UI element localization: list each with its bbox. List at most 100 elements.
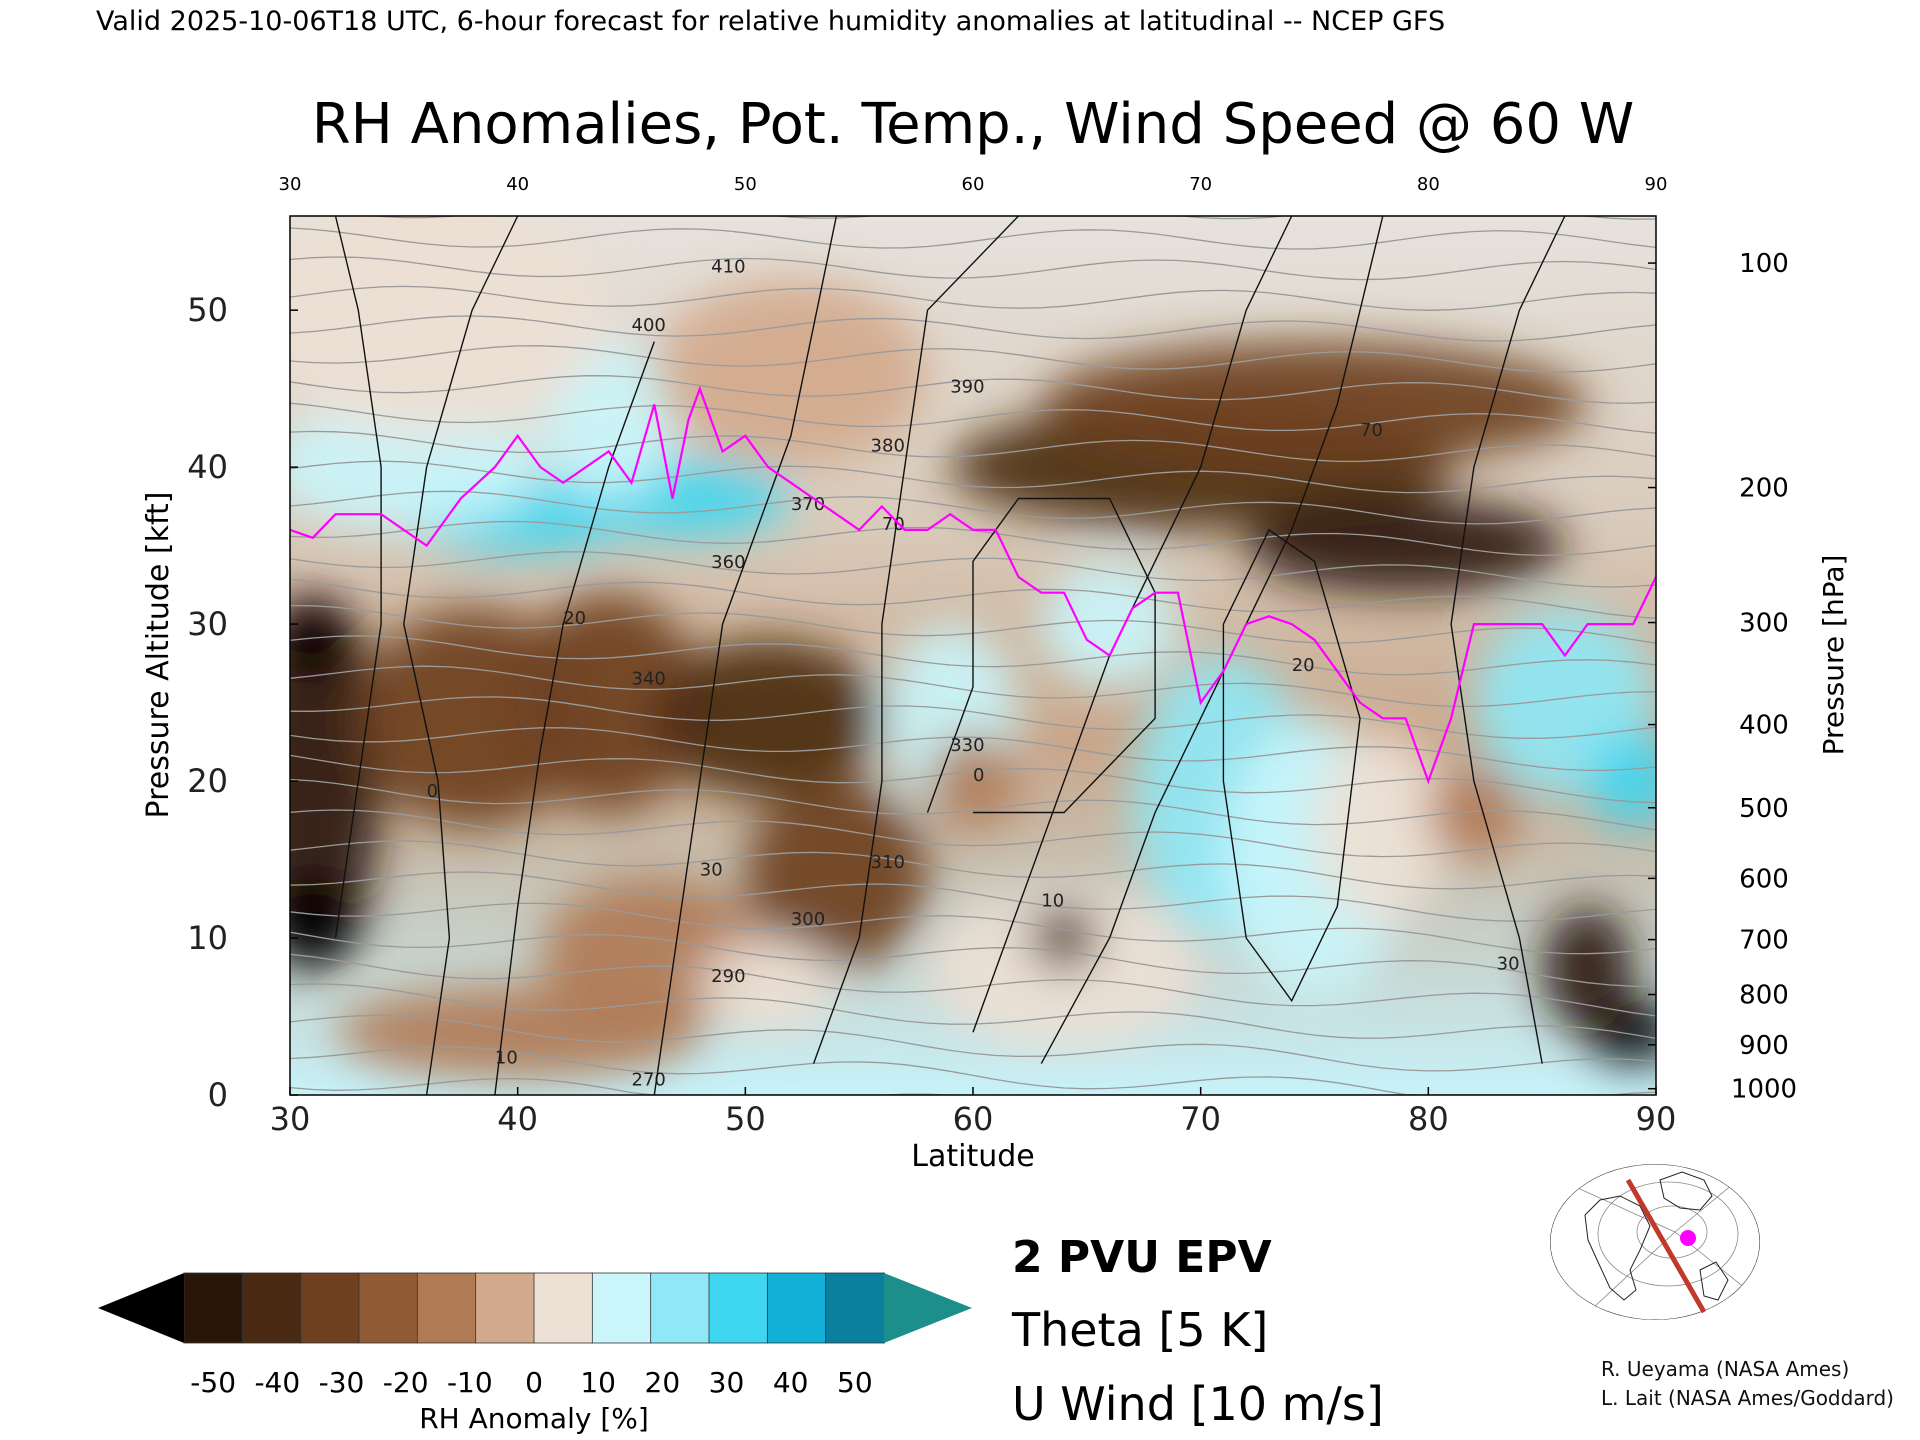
y-tick-label: 40 — [187, 448, 228, 486]
inset-map — [1550, 1164, 1760, 1320]
rh-anomaly-cell — [654, 278, 928, 468]
x-top-tick-label: 70 — [1189, 174, 1212, 195]
colorbar-segment — [300, 1272, 360, 1344]
theta-contour-320 — [290, 778, 1656, 831]
u-wind-contour-label: 0 — [973, 765, 984, 786]
theta-contour-275 — [290, 1046, 1656, 1095]
u-wind-contour — [334, 216, 382, 939]
u-wind-contour-label: 20 — [1292, 655, 1315, 676]
theta-contour-310 — [290, 840, 1656, 890]
colorbar-segment — [183, 1272, 244, 1344]
rh-anomaly-cell — [927, 733, 1019, 829]
x-tick-label: 40 — [497, 1100, 538, 1138]
colorbar-segment — [241, 1272, 302, 1344]
u-wind-contour — [403, 216, 519, 1095]
section-marker — [1680, 1230, 1696, 1246]
x-tick-label: 90 — [1636, 1100, 1677, 1138]
theta-contour-330 — [290, 727, 1656, 772]
pressure-tick-label: 1000 — [1731, 1075, 1797, 1105]
colorbar-segment — [650, 1272, 710, 1344]
x-top-tick-label: 80 — [1417, 174, 1440, 195]
x-top-tick-label: 40 — [506, 174, 529, 195]
theta-contour-295 — [290, 931, 1656, 987]
theta-contour-400 — [290, 315, 1656, 342]
colorbar-segment — [766, 1272, 827, 1344]
u-wind-contour — [494, 341, 655, 1095]
theta-contour-label: 290 — [711, 966, 745, 987]
u-wind-contours: 0 10 20 30 70 0 10 20 30 70 — [334, 216, 1566, 1095]
pressure-tick-label: 700 — [1739, 926, 1789, 956]
chart-title: RH Anomalies, Pot. Temp., Wind Speed @ 6… — [312, 92, 1634, 157]
colorbar-segment — [533, 1272, 594, 1344]
x-top-tick-label: 30 — [279, 174, 302, 195]
colorbar-segment — [416, 1272, 477, 1344]
colorbar-tick-label: -50 — [190, 1366, 236, 1399]
theta-contour-290 — [290, 953, 1656, 1017]
rh-anomaly-cell — [699, 938, 837, 1033]
credit-line-2: L. Lait (NASA Ames/Goddard) — [1601, 1386, 1894, 1410]
rh-anomaly-cell — [1041, 341, 1588, 468]
x-tick-label: 30 — [270, 1100, 311, 1138]
theta-contour-label: 380 — [871, 436, 905, 457]
credit-line-1: R. Ueyama (NASA Ames) — [1601, 1357, 1849, 1381]
colorbar-tick-label: -10 — [447, 1366, 493, 1399]
u-wind-contour — [653, 216, 838, 1095]
pressure-axis-label: Pressure [hPa] — [1817, 555, 1850, 756]
u-wind-contour — [1450, 216, 1566, 1064]
u-wind-contour-label: 30 — [1497, 953, 1520, 974]
rh-anomaly-cell — [927, 890, 1201, 1048]
legend: 2 PVU EPV Theta [5 K] U Wind [10 m/s] — [1011, 1232, 1384, 1431]
colorbar-segment — [708, 1272, 769, 1344]
u-wind-contour-label: 30 — [700, 859, 723, 880]
colorbar-segment — [475, 1272, 535, 1344]
theta-contour-label: 310 — [871, 852, 905, 873]
colorbar-tick-label: 50 — [837, 1366, 873, 1399]
x-tick-label: 50 — [725, 1100, 766, 1138]
theta-contour-380 — [290, 430, 1656, 463]
colorbar-tick-label: -30 — [319, 1366, 365, 1399]
x-top-tick-label: 50 — [734, 174, 757, 195]
colorbar-segment — [825, 1272, 885, 1344]
x-axis-label: Latitude — [911, 1139, 1034, 1174]
theta-contour-label: 300 — [791, 909, 825, 930]
theta-contour-410 — [290, 256, 1656, 281]
valid-time-line: Valid 2025-10-06T18 UTC, 6-hour forecast… — [96, 6, 1445, 37]
theta-contour-label: 420 — [791, 197, 825, 218]
y-tick-label: 50 — [187, 291, 228, 329]
theta-contour-405 — [290, 285, 1656, 311]
theta-contour-label: 330 — [950, 735, 984, 756]
theta-contour-390 — [290, 375, 1656, 404]
y-tick-label: 30 — [187, 605, 228, 643]
rh-anomaly-cell — [745, 781, 928, 970]
epv-2pvu-line — [290, 385, 1656, 785]
theta-contour-280 — [290, 1014, 1656, 1072]
pressure-tick-label: 800 — [1739, 981, 1789, 1011]
x-axis-top: 30 40 50 60 70 80 90 — [279, 174, 1668, 195]
colorbar-tick-label: 20 — [645, 1366, 681, 1399]
theta-contour-270 — [290, 1077, 1656, 1095]
legend-epv: 2 PVU EPV — [1012, 1232, 1272, 1283]
y-tick-label: 0 — [208, 1076, 228, 1114]
pressure-tick-label: 500 — [1739, 794, 1789, 824]
colorbar-segment — [591, 1272, 652, 1344]
pressure-tick-label: 400 — [1739, 711, 1789, 741]
y-tick-label: 10 — [187, 919, 228, 957]
x-tick-label: 80 — [1408, 1100, 1449, 1138]
theta-contour-375 — [290, 460, 1656, 494]
pressure-tick-label: 100 — [1739, 249, 1789, 279]
colorbar-segment — [358, 1272, 419, 1344]
u-wind-contour-label: 20 — [563, 608, 586, 629]
colorbar-tick-label: -40 — [254, 1366, 300, 1399]
u-wind-contour-label: 10 — [495, 1048, 518, 1069]
section-line — [1625, 1178, 1707, 1314]
rh-anomaly-cell — [1587, 1000, 1656, 1064]
theta-contour-340 — [290, 665, 1656, 708]
x-top-tick-label: 90 — [1645, 174, 1668, 195]
theta-contour-315 — [290, 809, 1656, 858]
y-axis: 0 10 20 30 40 50 — [187, 291, 298, 1114]
legend-u-wind: U Wind [10 m/s] — [1012, 1377, 1384, 1431]
theta-contour-285 — [290, 983, 1656, 1040]
u-wind-contour-label: 0 — [427, 781, 438, 802]
